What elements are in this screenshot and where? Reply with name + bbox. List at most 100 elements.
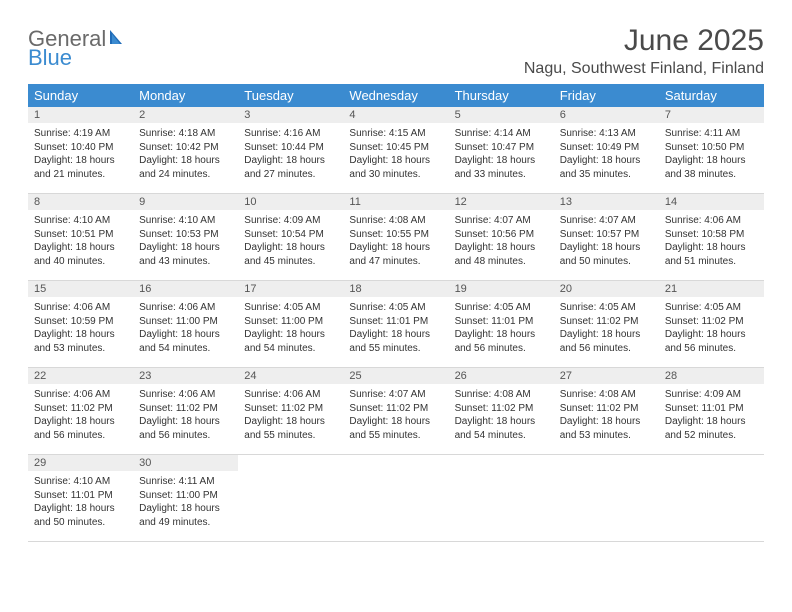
day-details-cell: Sunrise: 4:06 AMSunset: 11:02 PMDaylight… [238, 384, 343, 455]
day-details-cell: Sunrise: 4:13 AMSunset: 10:49 PMDaylight… [554, 123, 659, 194]
sunrise-line: Sunrise: 4:05 AM [560, 301, 653, 315]
sunset-line: Sunset: 10:55 PM [349, 228, 442, 242]
sunrise-line: Sunrise: 4:10 AM [34, 475, 127, 489]
sunset-line: Sunset: 11:00 PM [139, 315, 232, 329]
day-number-cell: 16 [133, 281, 238, 298]
day-number-cell [449, 455, 554, 472]
details-row: Sunrise: 4:06 AMSunset: 11:02 PMDaylight… [28, 384, 764, 455]
sunrise-line: Sunrise: 4:15 AM [349, 127, 442, 141]
sunset-line: Sunset: 10:57 PM [560, 228, 653, 242]
day-details-cell [343, 471, 448, 542]
sunset-line: Sunset: 11:00 PM [139, 489, 232, 503]
day-number-cell: 24 [238, 368, 343, 385]
daylight-line: Daylight: 18 hours and 51 minutes. [665, 241, 758, 268]
day-details-cell [238, 471, 343, 542]
daylight-line: Daylight: 18 hours and 56 minutes. [139, 415, 232, 442]
daylight-line: Daylight: 18 hours and 54 minutes. [455, 415, 548, 442]
daylight-line: Daylight: 18 hours and 54 minutes. [139, 328, 232, 355]
sunset-line: Sunset: 11:01 PM [349, 315, 442, 329]
daylight-line: Daylight: 18 hours and 43 minutes. [139, 241, 232, 268]
day-details-cell: Sunrise: 4:06 AMSunset: 10:59 PMDaylight… [28, 297, 133, 368]
day-details-cell: Sunrise: 4:09 AMSunset: 10:54 PMDaylight… [238, 210, 343, 281]
daylight-line: Daylight: 18 hours and 49 minutes. [139, 502, 232, 529]
sunset-line: Sunset: 11:01 PM [455, 315, 548, 329]
day-details-cell: Sunrise: 4:18 AMSunset: 10:42 PMDaylight… [133, 123, 238, 194]
daylight-line: Daylight: 18 hours and 55 minutes. [349, 415, 442, 442]
day-number-cell: 26 [449, 368, 554, 385]
details-row: Sunrise: 4:06 AMSunset: 10:59 PMDaylight… [28, 297, 764, 368]
daylight-line: Daylight: 18 hours and 56 minutes. [455, 328, 548, 355]
sunrise-line: Sunrise: 4:05 AM [665, 301, 758, 315]
weekday-header: Saturday [659, 84, 764, 107]
day-number-cell: 18 [343, 281, 448, 298]
day-number-cell: 4 [343, 107, 448, 123]
page-title: June 2025 [524, 24, 764, 58]
day-number-cell [343, 455, 448, 472]
daynum-row: 891011121314 [28, 194, 764, 211]
sunrise-line: Sunrise: 4:08 AM [349, 214, 442, 228]
sunset-line: Sunset: 11:02 PM [34, 402, 127, 416]
sunset-line: Sunset: 11:02 PM [560, 315, 653, 329]
daylight-line: Daylight: 18 hours and 55 minutes. [244, 415, 337, 442]
day-details-cell: Sunrise: 4:07 AMSunset: 11:02 PMDaylight… [343, 384, 448, 455]
day-number-cell: 5 [449, 107, 554, 123]
daynum-row: 1234567 [28, 107, 764, 123]
daylight-line: Daylight: 18 hours and 35 minutes. [560, 154, 653, 181]
day-details-cell [449, 471, 554, 542]
day-details-cell [659, 471, 764, 542]
sunrise-line: Sunrise: 4:07 AM [560, 214, 653, 228]
sunrise-line: Sunrise: 4:06 AM [139, 301, 232, 315]
daylight-line: Daylight: 18 hours and 53 minutes. [34, 328, 127, 355]
sunrise-line: Sunrise: 4:18 AM [139, 127, 232, 141]
sunset-line: Sunset: 11:02 PM [139, 402, 232, 416]
daylight-line: Daylight: 18 hours and 24 minutes. [139, 154, 232, 181]
day-details-cell: Sunrise: 4:08 AMSunset: 11:02 PMDaylight… [554, 384, 659, 455]
daylight-line: Daylight: 18 hours and 56 minutes. [34, 415, 127, 442]
daylight-line: Daylight: 18 hours and 30 minutes. [349, 154, 442, 181]
sunset-line: Sunset: 10:44 PM [244, 141, 337, 155]
details-row: Sunrise: 4:19 AMSunset: 10:40 PMDaylight… [28, 123, 764, 194]
daylight-line: Daylight: 18 hours and 45 minutes. [244, 241, 337, 268]
logo-sail-icon [108, 28, 128, 51]
day-number-cell: 22 [28, 368, 133, 385]
day-details-cell: Sunrise: 4:11 AMSunset: 10:50 PMDaylight… [659, 123, 764, 194]
day-details-cell: Sunrise: 4:06 AMSunset: 11:02 PMDaylight… [28, 384, 133, 455]
sunset-line: Sunset: 10:51 PM [34, 228, 127, 242]
sunset-line: Sunset: 10:53 PM [139, 228, 232, 242]
sunrise-line: Sunrise: 4:10 AM [139, 214, 232, 228]
sunrise-line: Sunrise: 4:05 AM [244, 301, 337, 315]
day-details-cell [554, 471, 659, 542]
daylight-line: Daylight: 18 hours and 48 minutes. [455, 241, 548, 268]
sunrise-line: Sunrise: 4:09 AM [244, 214, 337, 228]
sunrise-line: Sunrise: 4:08 AM [455, 388, 548, 402]
details-row: Sunrise: 4:10 AMSunset: 11:01 PM Daylight… [28, 471, 764, 542]
sunrise-line: Sunrise: 4:06 AM [665, 214, 758, 228]
day-number-cell: 7 [659, 107, 764, 123]
day-details-cell: Sunrise: 4:08 AMSunset: 10:55 PMDaylight… [343, 210, 448, 281]
sunset-line: Sunset: 11:02 PM [349, 402, 442, 416]
day-number-cell: 25 [343, 368, 448, 385]
sunset-line: Sunset: 11:02 PM [560, 402, 653, 416]
daylight-line: Daylight: 18 hours and 54 minutes. [244, 328, 337, 355]
daylight-line: Daylight: 18 hours and 50 minutes. [560, 241, 653, 268]
sunrise-line: Sunrise: 4:10 AM [34, 214, 127, 228]
sunset-line: Sunset: 11:01 PM [34, 489, 127, 503]
weekday-header-row: Sunday Monday Tuesday Wednesday Thursday… [28, 84, 764, 107]
sunrise-line: Sunrise: 4:06 AM [34, 388, 127, 402]
sunrise-line: Sunrise: 4:14 AM [455, 127, 548, 141]
sunset-line: Sunset: 11:01 PM [665, 402, 758, 416]
sunrise-line: Sunrise: 4:06 AM [139, 388, 232, 402]
weekday-header: Sunday [28, 84, 133, 107]
day-number-cell: 6 [554, 107, 659, 123]
sunrise-line: Sunrise: 4:08 AM [560, 388, 653, 402]
sunset-line: Sunset: 10:42 PM [139, 141, 232, 155]
weekday-header: Monday [133, 84, 238, 107]
day-details-cell: Sunrise: 4:07 AMSunset: 10:56 PMDaylight… [449, 210, 554, 281]
daylight-line: Daylight: 18 hours and 27 minutes. [244, 154, 337, 181]
day-details-cell: Sunrise: 4:06 AMSunset: 10:58 PMDaylight… [659, 210, 764, 281]
day-number-cell: 9 [133, 194, 238, 211]
daylight-line: Daylight: 18 hours and 47 minutes. [349, 241, 442, 268]
sunrise-line: Sunrise: 4:09 AM [665, 388, 758, 402]
day-number-cell: 10 [238, 194, 343, 211]
day-number-cell: 30 [133, 455, 238, 472]
